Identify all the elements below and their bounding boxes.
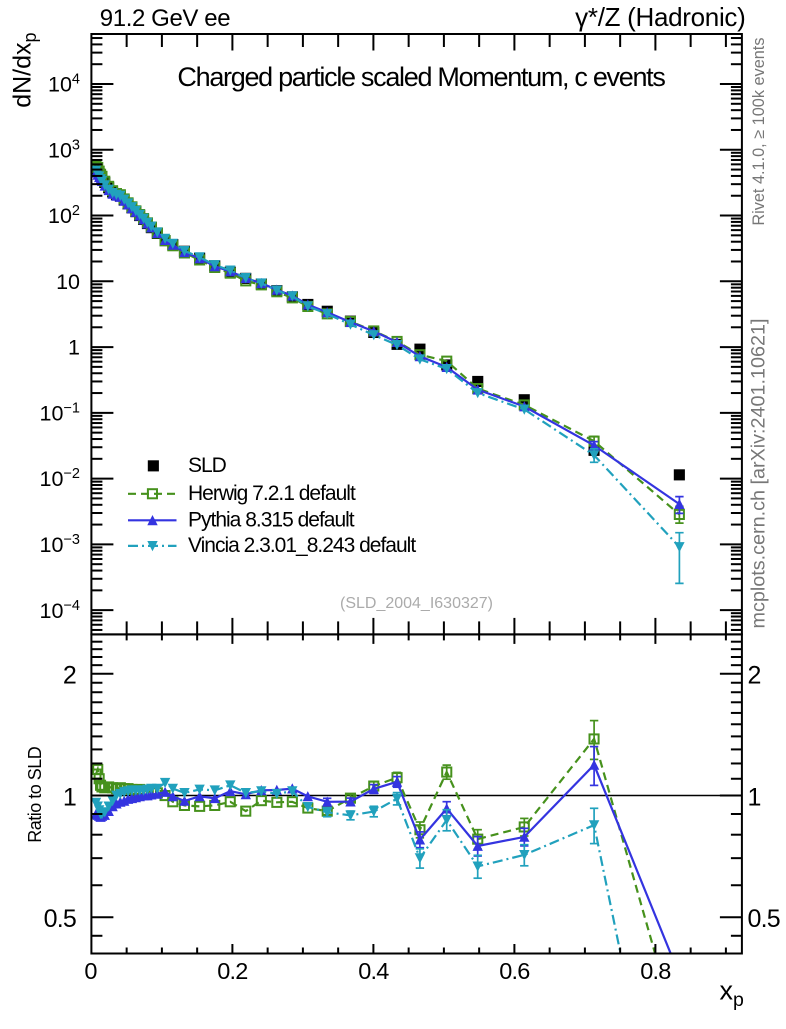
svg-text:(SLD_2004_I630327): (SLD_2004_I630327) [340,595,493,612]
svg-text:2: 2 [63,662,76,690]
svg-text:SLD: SLD [188,454,227,477]
svg-text:γ*/Z (Hadronic): γ*/Z (Hadronic) [575,2,745,32]
svg-text:1: 1 [748,783,761,811]
svg-text:0.4: 0.4 [358,958,389,984]
svg-text:mcplots.cern.ch [arXiv:2401.10: mcplots.cern.ch [arXiv:2401.10621] [748,318,770,628]
svg-text:0.2: 0.2 [217,958,247,984]
svg-text:Charged particle scaled Moment: Charged particle scaled Momentum, c even… [177,62,665,92]
svg-text:0.5: 0.5 [748,905,780,933]
svg-text:dN/dxp: dN/dxp [9,32,41,107]
svg-text:0.6: 0.6 [499,958,530,984]
svg-text:Herwig 7.2.1 default: Herwig 7.2.1 default [188,482,356,505]
svg-text:10−4: 10−4 [40,598,80,623]
svg-text:2: 2 [748,662,761,690]
svg-text:Ratio to SLD: Ratio to SLD [25,746,45,843]
svg-text:10: 10 [56,270,80,294]
svg-text:0: 0 [84,958,97,984]
svg-text:Pythia 8.315 default: Pythia 8.315 default [188,508,355,531]
svg-text:1: 1 [63,783,76,811]
svg-text:0.5: 0.5 [44,905,76,933]
svg-text:Vincia 2.3.01_8.243 default: Vincia 2.3.01_8.243 default [188,534,416,557]
svg-text:10−3: 10−3 [40,532,80,557]
svg-text:1: 1 [68,336,80,360]
svg-text:91.2 GeV ee: 91.2 GeV ee [100,5,230,32]
svg-text:0.8: 0.8 [640,958,671,984]
svg-text:Rivet 4.1.0, ≥ 100k events: Rivet 4.1.0, ≥ 100k events [750,38,768,226]
